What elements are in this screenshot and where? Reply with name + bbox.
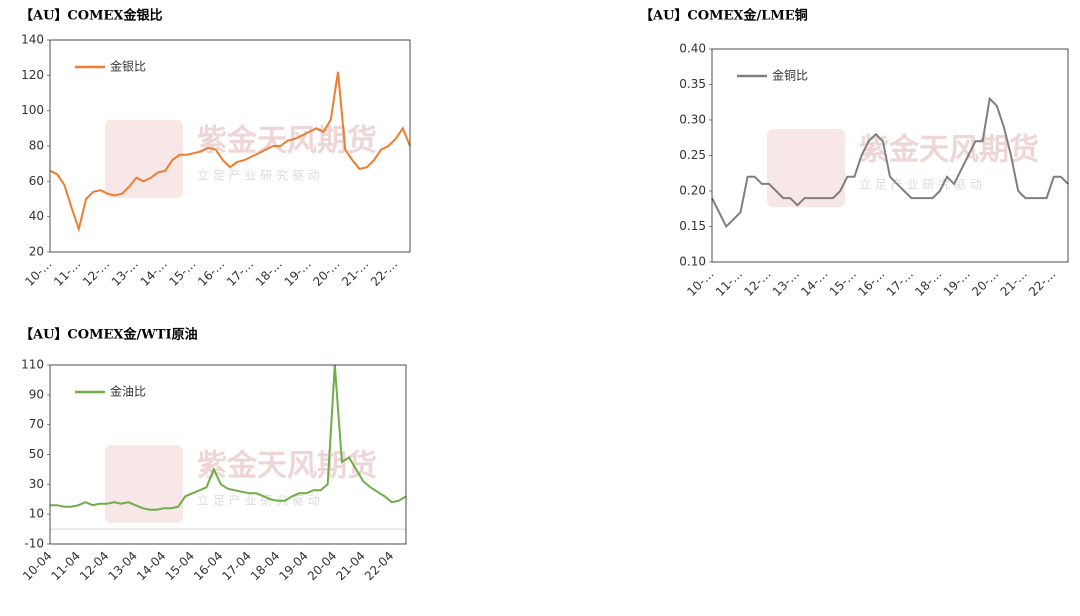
x-tick-label: 17-04 — [219, 549, 254, 584]
y-tick-label: 10 — [29, 507, 44, 521]
legend-label: 金油比 — [110, 384, 146, 399]
x-tick-label: 18-… — [912, 267, 944, 299]
watermark: 紫金天风期货 — [197, 449, 377, 484]
x-tick-label: 18-04 — [248, 549, 283, 584]
chart-title: 【AU】COMEX金/WTI原油 — [20, 327, 198, 343]
x-tick-label: 19-… — [282, 257, 314, 289]
chart-title: 【AU】COMEX金/LME铜 — [640, 8, 808, 24]
y-tick-label: 0.10 — [679, 255, 706, 269]
x-tick-label: 11-… — [713, 267, 745, 299]
x-tick-label: 17-… — [884, 267, 916, 299]
x-tick-label: 10-04 — [20, 549, 55, 584]
x-tick-label: 12-… — [80, 257, 112, 289]
x-tick-label: 22-… — [368, 257, 400, 289]
x-tick-label: 14-… — [798, 267, 830, 299]
y-tick-label: 50 — [29, 447, 44, 461]
y-tick-label: 0.40 — [679, 42, 706, 56]
y-tick-label: 30 — [29, 477, 44, 491]
watermark-slogan: 立 足 产 业 研 究 驱 动 — [197, 493, 320, 508]
plot-frame — [49, 39, 411, 253]
x-tick-label: 20-04 — [305, 549, 340, 584]
y-tick-label: 90 — [29, 387, 44, 401]
x-tick-label: 21-… — [339, 257, 371, 289]
x-tick-label: 19-04 — [276, 549, 311, 584]
x-tick-label: 20-… — [310, 257, 342, 289]
y-tick-label: 70 — [29, 417, 44, 431]
x-tick-label: 10-… — [684, 267, 716, 299]
x-tick-label: 17-… — [224, 257, 256, 289]
x-tick-label: 12-04 — [77, 549, 112, 584]
x-tick-label: 15-… — [166, 257, 198, 289]
y-tick-label: 0.35 — [679, 77, 706, 91]
x-tick-label: 11-04 — [49, 549, 84, 584]
x-tick-label: 16-… — [855, 267, 887, 299]
x-tick-label: 22-… — [1026, 267, 1058, 299]
plot-frame — [711, 48, 1069, 263]
y-tick-label: 60 — [29, 174, 44, 188]
plot-frame — [49, 364, 407, 545]
y-tick-label: 0.30 — [679, 113, 706, 127]
watermark-seal — [105, 120, 183, 198]
y-tick-label: -10 — [24, 537, 44, 551]
x-tick-label: 14-… — [138, 257, 170, 289]
x-tick-label: 10-… — [22, 257, 54, 289]
x-tick-label: 21-04 — [333, 549, 368, 584]
y-tick-label: 0.15 — [679, 219, 706, 233]
legend-label: 金银比 — [110, 59, 146, 74]
legend-label: 金铜比 — [772, 68, 808, 83]
watermark-seal — [767, 129, 845, 207]
y-tick-label: 20 — [29, 245, 44, 259]
series-line — [49, 71, 411, 233]
x-tick-label: 15-04 — [162, 549, 197, 584]
x-tick-label: 13-… — [109, 257, 141, 289]
series-line — [50, 364, 407, 511]
y-tick-label: 140 — [21, 33, 44, 47]
x-tick-label: 16-… — [195, 257, 227, 289]
x-tick-label: 19-… — [941, 267, 973, 299]
x-tick-label: 16-04 — [191, 549, 226, 584]
y-tick-label: 0.25 — [679, 148, 706, 162]
x-tick-label: 22-04 — [362, 549, 397, 584]
y-tick-label: 120 — [21, 68, 44, 82]
series-line — [711, 96, 1069, 229]
watermark-slogan: 立 足 产 业 研 究 驱 动 — [197, 168, 320, 183]
y-tick-label: 110 — [21, 358, 44, 372]
x-tick-label: 13-… — [770, 267, 802, 299]
x-tick-label: 13-04 — [105, 549, 140, 584]
watermark-seal — [105, 445, 183, 523]
x-tick-label: 11-… — [51, 257, 83, 289]
y-tick-label: 40 — [29, 209, 44, 223]
y-tick-label: 0.20 — [679, 184, 706, 198]
y-tick-label: 100 — [21, 103, 44, 117]
x-tick-label: 18-… — [253, 257, 285, 289]
watermark-slogan: 立 足 产 业 研 究 驱 动 — [859, 177, 982, 192]
chart-title: 【AU】COMEX金银比 — [20, 8, 162, 24]
x-tick-label: 21-… — [998, 267, 1030, 299]
x-tick-label: 15-… — [827, 267, 859, 299]
y-tick-label: 80 — [29, 139, 44, 153]
x-tick-label: 20-… — [969, 267, 1001, 299]
x-tick-label: 12-… — [741, 267, 773, 299]
x-tick-label: 14-04 — [134, 549, 169, 584]
